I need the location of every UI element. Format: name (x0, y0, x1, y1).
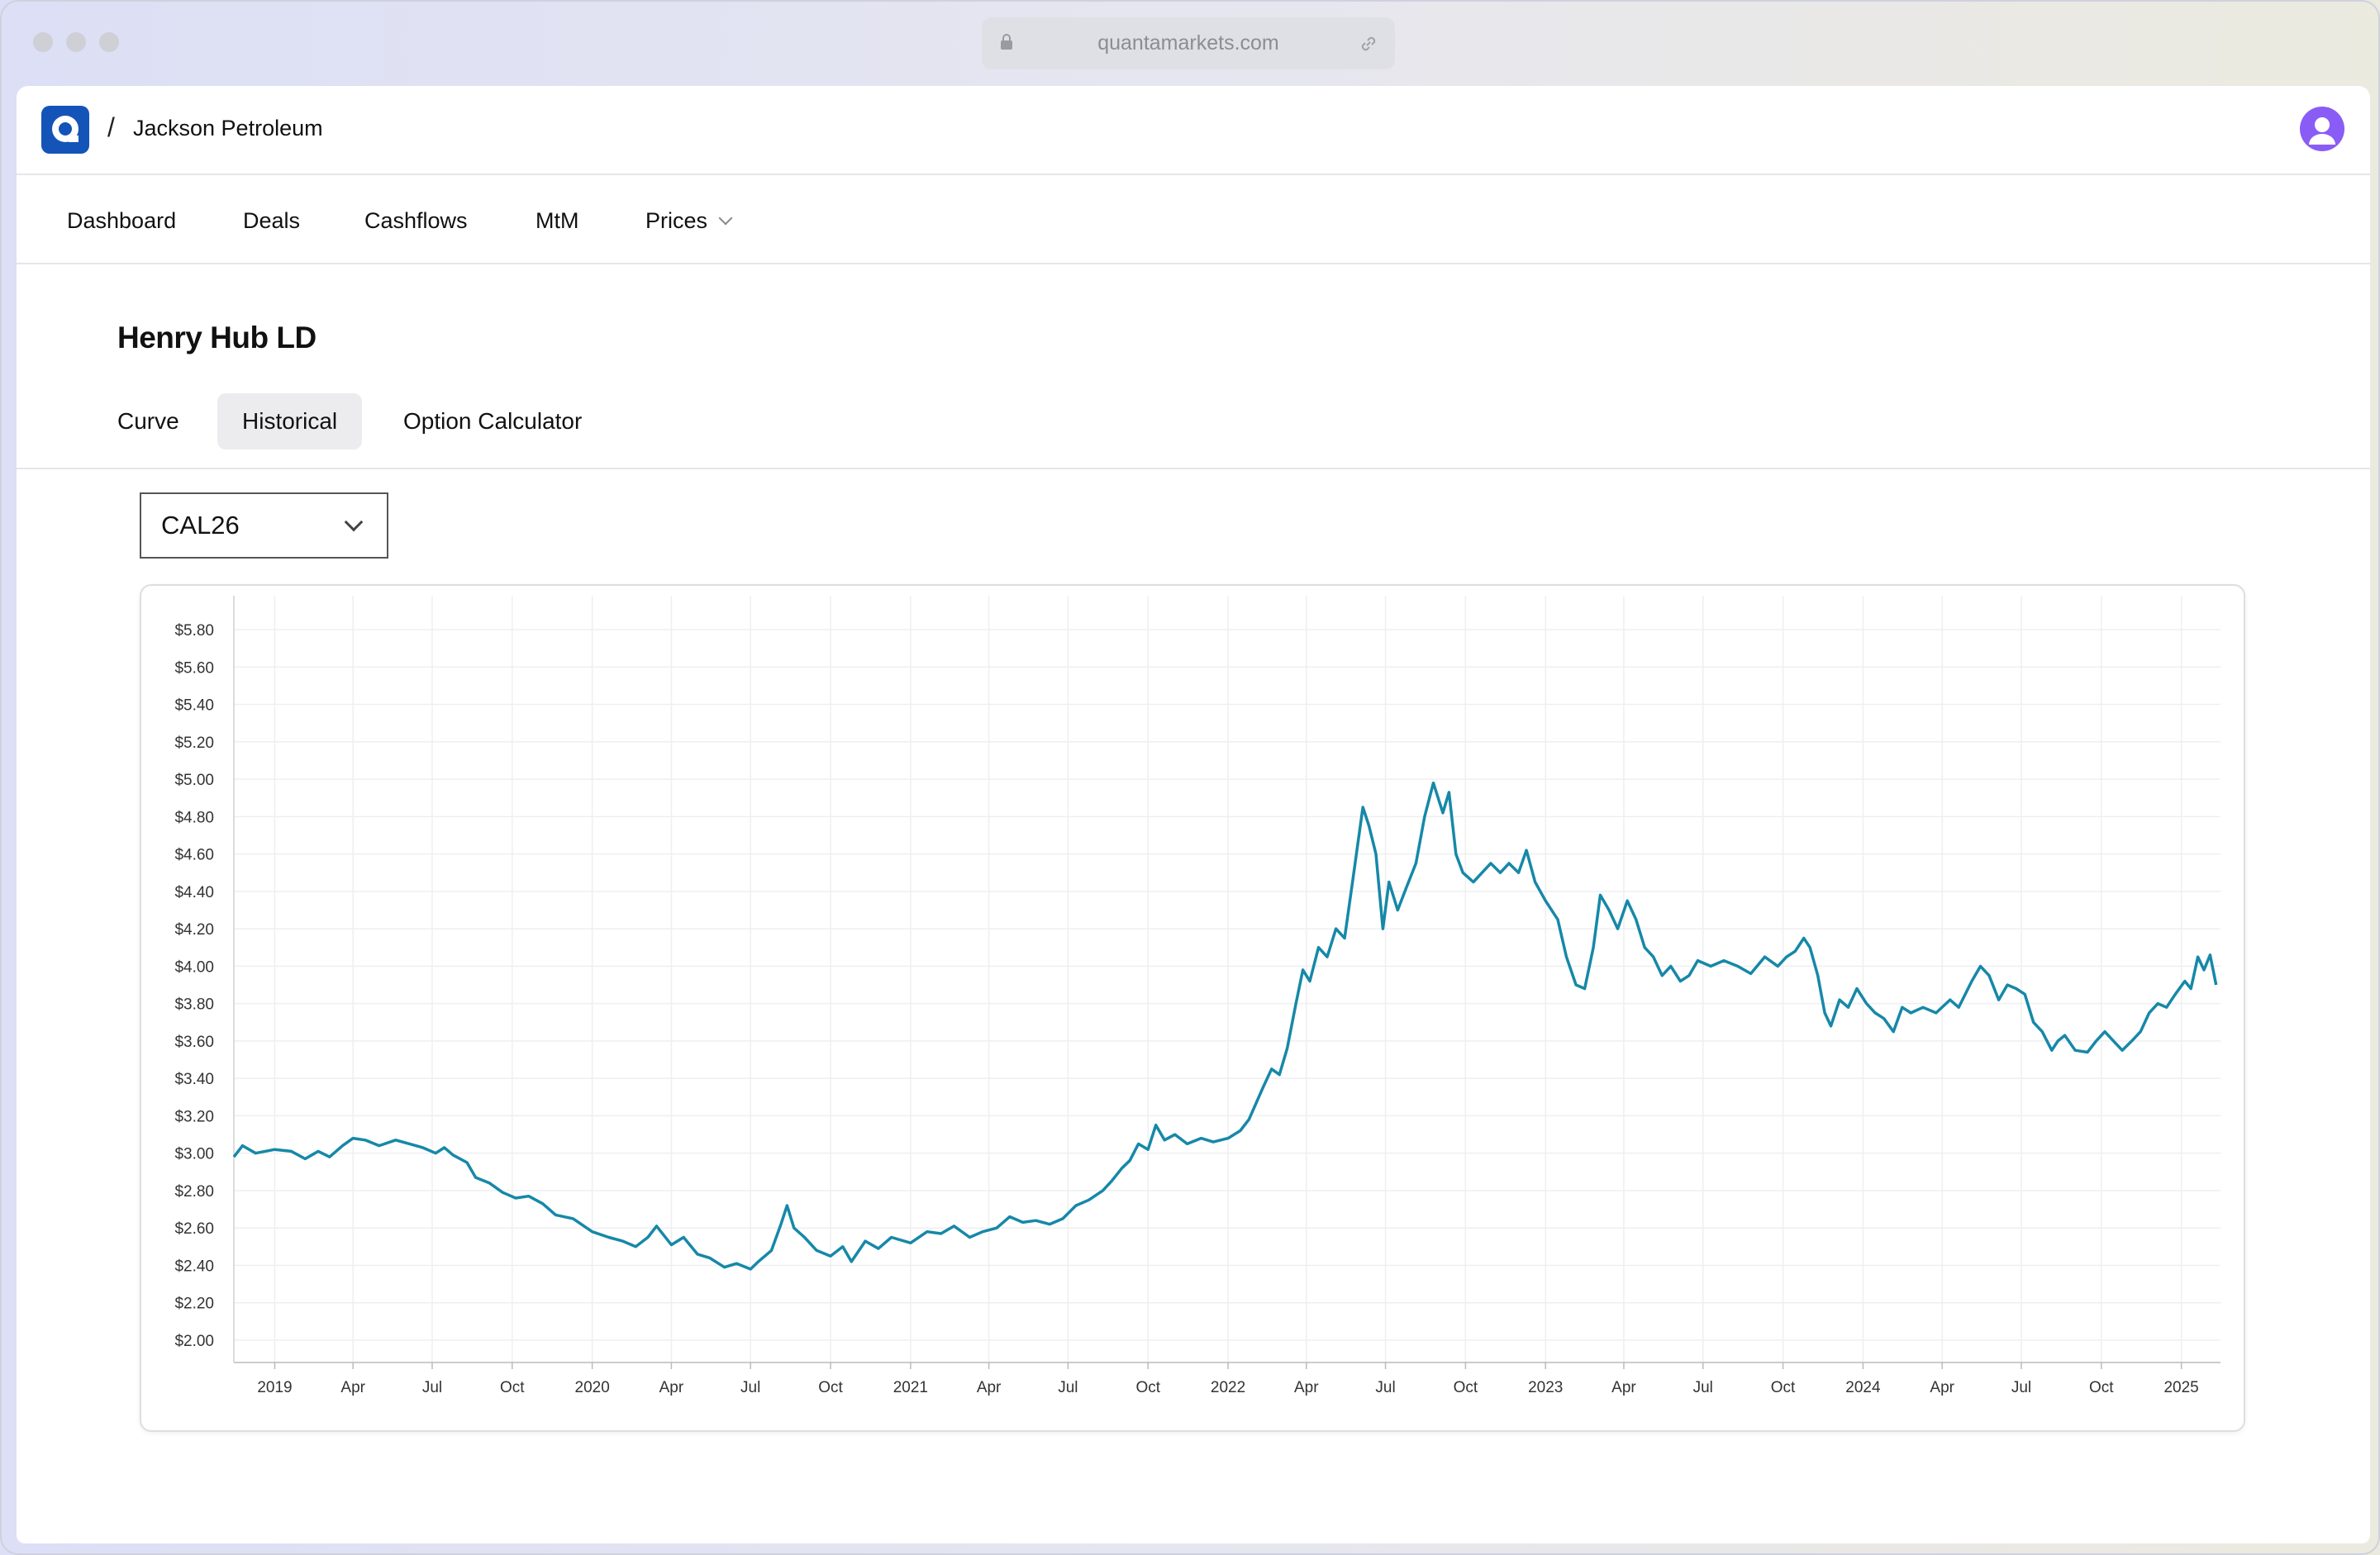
y-tick-label: $4.80 (174, 809, 214, 826)
x-tick-label: Oct (2089, 1379, 2114, 1396)
tab-curve[interactable]: Curve (117, 408, 179, 434)
window-close-button[interactable] (33, 32, 53, 52)
top-bar: / Jackson Petroleum (17, 86, 2370, 175)
link-icon[interactable] (1357, 32, 1380, 55)
nav-prices-label: Prices (645, 208, 708, 233)
x-tick-label: Apr (1294, 1379, 1319, 1396)
y-tick-label: $3.00 (174, 1146, 214, 1163)
page-title: Henry Hub LD (117, 321, 317, 354)
series-line-0 (232, 781, 2218, 1271)
x-tick-label: Jul (740, 1379, 760, 1396)
price-history-chart: $2.00 $2.20 $2.40 $2.60 $2.80 $3.00 $3.20 $3.40… (140, 584, 2245, 1432)
y-tick-label: $2.60 (174, 1220, 214, 1238)
url-bar[interactable]: quantamarkets.com (982, 17, 1395, 69)
y-tick-label: $2.20 (174, 1296, 214, 1313)
y-tick-label: $4.60 (174, 847, 214, 864)
y-tick-label: $5.00 (174, 772, 214, 789)
lock-icon (1001, 34, 1012, 50)
tab-historical[interactable]: Historical (217, 393, 363, 449)
x-tick-label: Jul (422, 1379, 442, 1396)
app-window: / Jackson Petroleum Dashboard Deals Cash… (17, 86, 2370, 1543)
x-tick-label: Oct (818, 1379, 843, 1396)
x-tick-label: Apr (659, 1379, 684, 1396)
x-tick-label: 2024 (1845, 1379, 1881, 1396)
x-tick-label: Oct (500, 1379, 525, 1396)
x-tick-label: Apr (1611, 1379, 1636, 1396)
nav-deals[interactable]: Deals (243, 208, 301, 233)
y-tick-label: $5.60 (174, 659, 214, 677)
y-tick-label: $4.00 (174, 958, 214, 976)
chevron-down-icon (718, 211, 733, 226)
y-tick-label: $3.80 (174, 996, 214, 1014)
x-tick-label: Jul (1375, 1379, 1395, 1396)
y-tick-label: $4.40 (174, 884, 214, 901)
y-tick-label: $5.20 (174, 735, 214, 752)
x-tick-label: Apr (1930, 1379, 1954, 1396)
contract-select-value: CAL26 (161, 511, 240, 540)
x-tick-label: 2021 (893, 1379, 928, 1396)
tab-option-calculator[interactable]: Option Calculator (403, 408, 583, 434)
x-tick-label: 2023 (1528, 1379, 1563, 1396)
x-tick-label: 2020 (575, 1379, 610, 1396)
y-tick-label: $5.40 (174, 697, 214, 715)
organization-name[interactable]: Jackson Petroleum (133, 116, 323, 140)
x-tick-label: Jul (1058, 1379, 1078, 1396)
contract-select[interactable]: CAL26 (140, 492, 388, 559)
x-tick-label: Jul (1693, 1379, 1713, 1396)
x-tick-label: Oct (1135, 1379, 1160, 1396)
user-avatar-icon[interactable] (2300, 107, 2344, 151)
chevron-down-icon (344, 512, 364, 532)
chart-canvas: $2.00 $2.20 $2.40 $2.60 $2.80 $3.00 $3.20 $3.40… (174, 596, 2221, 1396)
y-tick-label: $3.40 (174, 1071, 214, 1088)
x-tick-label: Apr (340, 1379, 365, 1396)
nav-mtm[interactable]: MtM (536, 208, 579, 233)
window-minimize-button[interactable] (66, 32, 86, 52)
window-zoom-button[interactable] (99, 32, 119, 52)
y-tick-label: $5.80 (174, 622, 214, 640)
url-text: quantamarkets.com (1097, 31, 1279, 55)
y-tick-label: $2.80 (174, 1183, 214, 1201)
x-tick-label: 2022 (1211, 1379, 1245, 1396)
y-tick-label: $2.00 (174, 1333, 214, 1350)
y-tick-label: $3.60 (174, 1034, 214, 1051)
x-tick-label: Oct (1771, 1379, 1796, 1396)
nav-dashboard[interactable]: Dashboard (67, 208, 177, 233)
quanta-logo-icon[interactable] (41, 106, 89, 154)
nav-cashflows[interactable]: Cashflows (364, 208, 468, 233)
breadcrumb-separator: / (107, 112, 115, 142)
y-tick-label: $2.40 (174, 1258, 214, 1275)
y-tick-label: $3.20 (174, 1108, 214, 1125)
main-nav: Dashboard Deals Cashflows MtM Prices (17, 175, 2370, 264)
x-tick-label: Jul (2011, 1379, 2031, 1396)
x-tick-label: Oct (1454, 1379, 1478, 1396)
nav-prices[interactable]: Prices (645, 208, 733, 234)
x-tick-label: 2025 (2163, 1379, 2198, 1396)
tab-bar: Curve Historical Option Calculator (17, 393, 2370, 469)
x-tick-label: Apr (977, 1379, 1002, 1396)
y-tick-label: $4.20 (174, 921, 214, 939)
x-tick-label: 2019 (257, 1379, 292, 1396)
